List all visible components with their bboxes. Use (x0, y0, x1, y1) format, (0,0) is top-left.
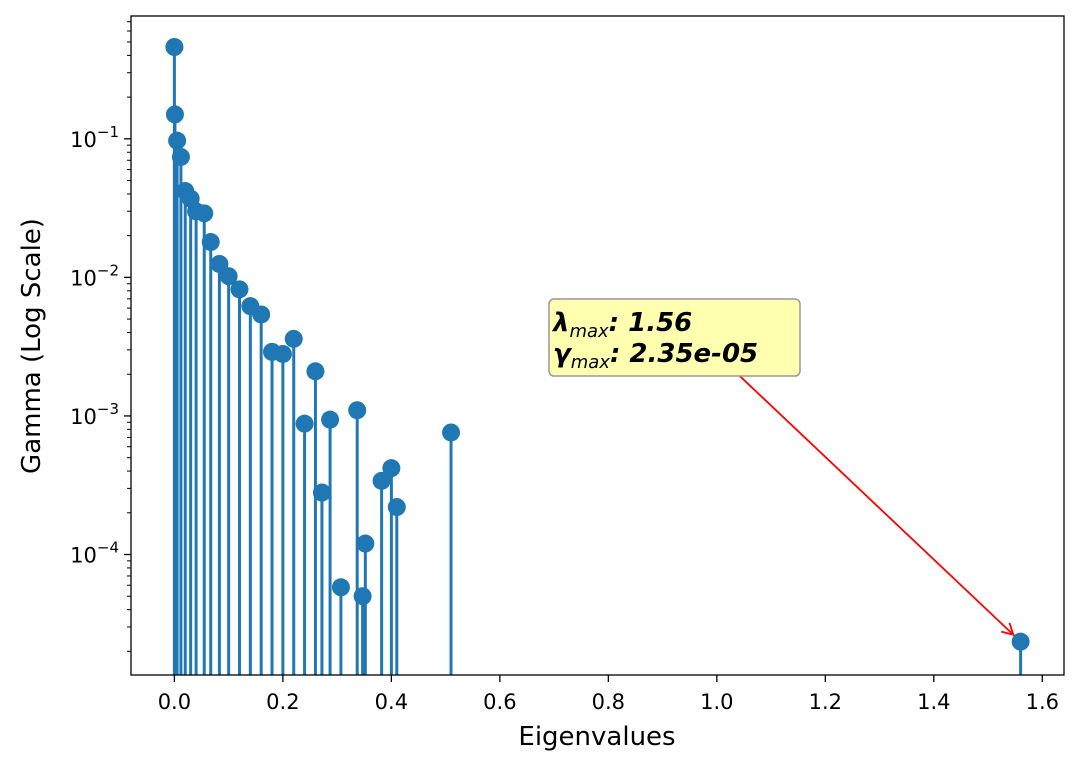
y-tick-label-3: 10−4 (70, 539, 119, 568)
stem-marker-13 (252, 305, 271, 324)
stem-marker-29 (1011, 632, 1030, 651)
plot-frame (130, 15, 1065, 676)
y-minor-ticks-layer (127, 21, 131, 652)
stem-marker-10 (219, 267, 238, 286)
x-tick-label-2: 0.4 (375, 690, 408, 714)
stem-marker-3 (171, 147, 190, 166)
annotation-gamma-subscript: max (571, 352, 611, 373)
stem-marker-28 (442, 423, 461, 442)
stem-marker-16 (284, 329, 303, 348)
stem-marker-26 (382, 459, 401, 478)
stem-marker-1 (165, 105, 184, 124)
stem-marker-17 (295, 414, 314, 433)
annotation-lambda-symbol: λ (551, 308, 569, 338)
stem-marker-27 (387, 498, 406, 517)
stems-layer (172, 46, 1023, 675)
stem-marker-22 (348, 401, 367, 420)
stem-marker-9 (210, 254, 229, 273)
stem-marker-18 (306, 362, 325, 381)
x-axis-label: Eigenvalues (518, 722, 675, 752)
x-tick-label-5: 1.0 (700, 690, 733, 714)
x-tick-label-3: 0.6 (483, 690, 516, 714)
x-tick-label-0: 0.0 (158, 690, 191, 714)
stem-marker-15 (273, 344, 292, 363)
x-tick-label-7: 1.4 (917, 690, 950, 714)
x-tick-label-6: 1.2 (809, 690, 842, 714)
stem-marker-21 (331, 578, 350, 597)
stem-marker-7 (195, 204, 214, 223)
stem-marker-2 (168, 131, 187, 150)
stem-marker-25 (372, 471, 391, 490)
annotation-arrow (724, 361, 1015, 637)
annotation-box-background (548, 298, 801, 377)
x-tick-label-1: 0.2 (266, 690, 299, 714)
y-ticks-layer: 10−1 10−2 10−3 10−4 (70, 123, 131, 568)
annotation-gamma-symbol: γ (553, 339, 573, 369)
stem-marker-24 (356, 534, 375, 553)
stem-marker-11 (230, 280, 249, 299)
stem-marker-0 (165, 37, 184, 56)
annotation-lambda-text: λmax: 1.56 (551, 308, 692, 342)
x-tick-label-4: 0.8 (592, 690, 625, 714)
y-tick-label-2: 10−3 (70, 400, 119, 429)
stem-marker-20 (321, 410, 340, 429)
annotation-gamma-text: γmax: 2.35e-05 (553, 339, 758, 373)
markers-layer (165, 37, 1030, 651)
annotation-lambda-subscript: max (569, 321, 609, 342)
stem-marker-8 (201, 233, 220, 252)
stem-marker-23 (353, 587, 372, 606)
y-tick-label-0: 10−1 (70, 123, 119, 152)
annotation-gamma-value: : 2.35e-05 (610, 339, 758, 369)
x-tick-label-8: 1.6 (1026, 690, 1059, 714)
y-tick-label-1: 10−2 (70, 261, 119, 290)
stem-marker-19 (312, 483, 331, 502)
annotation-lambda-value: : 1.56 (609, 308, 693, 338)
x-ticks-layer: 0.0 0.2 0.4 0.6 0.8 1.0 1.2 1.4 1.6 (158, 675, 1059, 714)
y-axis-label: Gamma (Log Scale) (17, 218, 47, 474)
annotation-box: λmax: 1.56 γmax: 2.35e-05 (548, 298, 801, 377)
